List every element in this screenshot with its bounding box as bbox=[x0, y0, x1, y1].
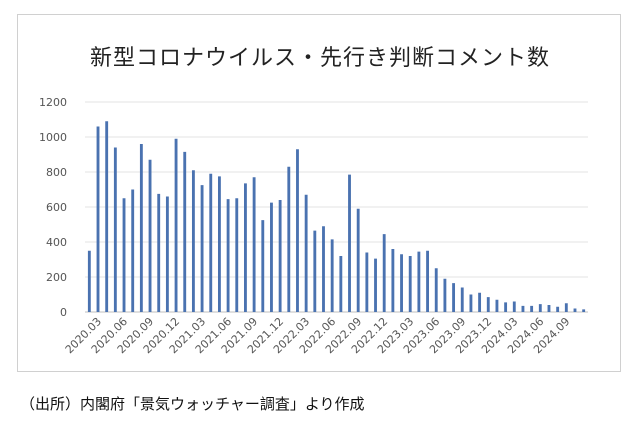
bar bbox=[105, 121, 109, 312]
bar bbox=[304, 194, 308, 312]
bar bbox=[391, 249, 395, 312]
y-tick-label: 800 bbox=[46, 166, 67, 179]
bar bbox=[374, 258, 377, 312]
bar bbox=[131, 189, 135, 312]
bar bbox=[538, 304, 542, 312]
bar bbox=[165, 196, 169, 312]
y-tick-label: 1200 bbox=[39, 96, 67, 109]
bar bbox=[443, 278, 447, 312]
bar bbox=[348, 174, 351, 312]
bar bbox=[217, 176, 221, 312]
bar bbox=[270, 202, 273, 312]
bar bbox=[495, 299, 499, 312]
bar bbox=[96, 126, 100, 312]
bar bbox=[313, 230, 317, 312]
y-tick-label: 0 bbox=[60, 306, 67, 319]
bar bbox=[460, 287, 464, 312]
bar bbox=[530, 305, 534, 312]
bar bbox=[573, 308, 577, 312]
bar bbox=[426, 250, 429, 312]
y-tick-label: 600 bbox=[46, 201, 67, 214]
y-tick-label: 1000 bbox=[39, 131, 67, 144]
bar bbox=[452, 283, 456, 312]
bar bbox=[504, 302, 508, 312]
source-note: （出所）内閣府「景気ウォッチャー調査」より作成 bbox=[20, 395, 365, 413]
bar bbox=[209, 173, 213, 312]
bar bbox=[174, 138, 178, 312]
bar bbox=[261, 220, 265, 312]
bar bbox=[183, 151, 187, 312]
bar bbox=[400, 254, 403, 312]
bar bbox=[252, 177, 256, 312]
bar bbox=[417, 251, 421, 312]
bar bbox=[547, 305, 551, 312]
bar bbox=[113, 147, 117, 312]
bar bbox=[200, 185, 204, 312]
bar bbox=[512, 301, 516, 312]
bar bbox=[148, 159, 152, 312]
bar bbox=[564, 303, 568, 312]
bar bbox=[556, 306, 560, 312]
bar bbox=[296, 149, 299, 312]
bar bbox=[330, 239, 334, 312]
bar bbox=[191, 170, 195, 312]
bar bbox=[226, 199, 230, 312]
bar bbox=[122, 198, 126, 312]
bar bbox=[157, 193, 161, 312]
bar bbox=[139, 144, 143, 312]
bar bbox=[478, 292, 482, 312]
bar bbox=[278, 200, 282, 312]
chart-title: 新型コロナウイルス・先行き判断コメント数 bbox=[89, 46, 550, 71]
bar bbox=[87, 250, 91, 312]
bar bbox=[469, 294, 473, 312]
bar bbox=[486, 297, 490, 312]
bar bbox=[408, 256, 412, 312]
bar bbox=[322, 226, 325, 312]
y-tick-label: 200 bbox=[46, 271, 67, 284]
bar bbox=[521, 305, 525, 312]
bar bbox=[287, 166, 291, 312]
bar bbox=[244, 183, 247, 312]
bar bbox=[356, 208, 360, 312]
bar bbox=[365, 252, 369, 312]
bar bbox=[582, 309, 586, 312]
bar bbox=[382, 234, 386, 312]
bar bbox=[235, 198, 239, 312]
bar bbox=[339, 256, 343, 312]
bar bbox=[434, 268, 438, 312]
y-tick-label: 400 bbox=[46, 236, 67, 249]
